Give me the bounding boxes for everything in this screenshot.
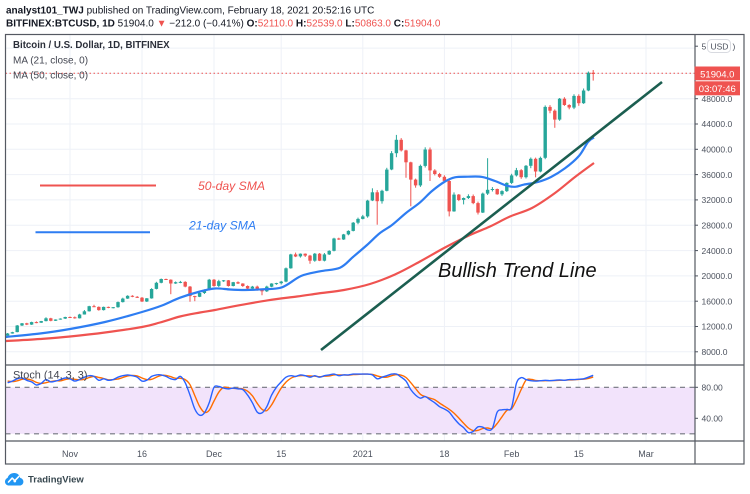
svg-text:15: 15 [574,449,584,459]
svg-text:24000.0: 24000.0 [702,246,733,256]
svg-text:TradingView: TradingView [28,475,84,486]
svg-text:MA (21, close, 0): MA (21, close, 0) [13,56,88,67]
svg-text:): ) [733,41,736,51]
svg-text:48000.0: 48000.0 [702,94,733,104]
svg-text:18: 18 [439,449,449,459]
svg-text:16000.0: 16000.0 [702,296,733,306]
svg-text:analyst101_TWJ published on Tr: analyst101_TWJ published on TradingView.… [6,6,374,17]
svg-text:MA (50, close, 0): MA (50, close, 0) [13,71,88,82]
svg-text:15: 15 [276,449,286,459]
svg-text:16: 16 [137,449,147,459]
svg-text:Nov: Nov [62,449,79,459]
svg-text:Feb: Feb [504,449,520,459]
svg-text:12000.0: 12000.0 [702,322,733,332]
svg-text:51904.0: 51904.0 [700,69,734,80]
svg-text:Dec: Dec [206,449,223,459]
svg-text:Bitcoin / U.S. Dollar, 1D, BIT: Bitcoin / U.S. Dollar, 1D, BITFINEX [13,40,170,51]
svg-text:40000.0: 40000.0 [702,145,733,155]
svg-text:80.00: 80.00 [702,383,724,393]
svg-text:BITFINEX:BTCUSD, 1D 51904.0 ▼: BITFINEX:BTCUSD, 1D 51904.0 ▼ −212.0 (−0… [6,19,441,30]
svg-text:03:07:46: 03:07:46 [699,84,736,95]
svg-text:Stoch (14, 3, 3): Stoch (14, 3, 3) [13,370,87,382]
svg-text:36000.0: 36000.0 [702,170,733,180]
svg-text:Mar: Mar [638,449,654,459]
svg-text:20000.0: 20000.0 [702,271,733,281]
svg-text:50-day SMA: 50-day SMA [198,179,265,193]
svg-text:USD: USD [711,41,729,51]
svg-text:40.00: 40.00 [702,414,724,424]
svg-text:Bullish Trend Line: Bullish Trend Line [438,260,597,282]
svg-text:21-day SMA: 21-day SMA [188,219,256,233]
svg-text:28000.0: 28000.0 [702,220,733,230]
svg-text:2021: 2021 [353,449,373,459]
svg-text:8000.0: 8000.0 [702,347,728,357]
svg-text:32000.0: 32000.0 [702,195,733,205]
svg-text:5: 5 [702,41,707,51]
svg-text:44000.0: 44000.0 [702,119,733,129]
